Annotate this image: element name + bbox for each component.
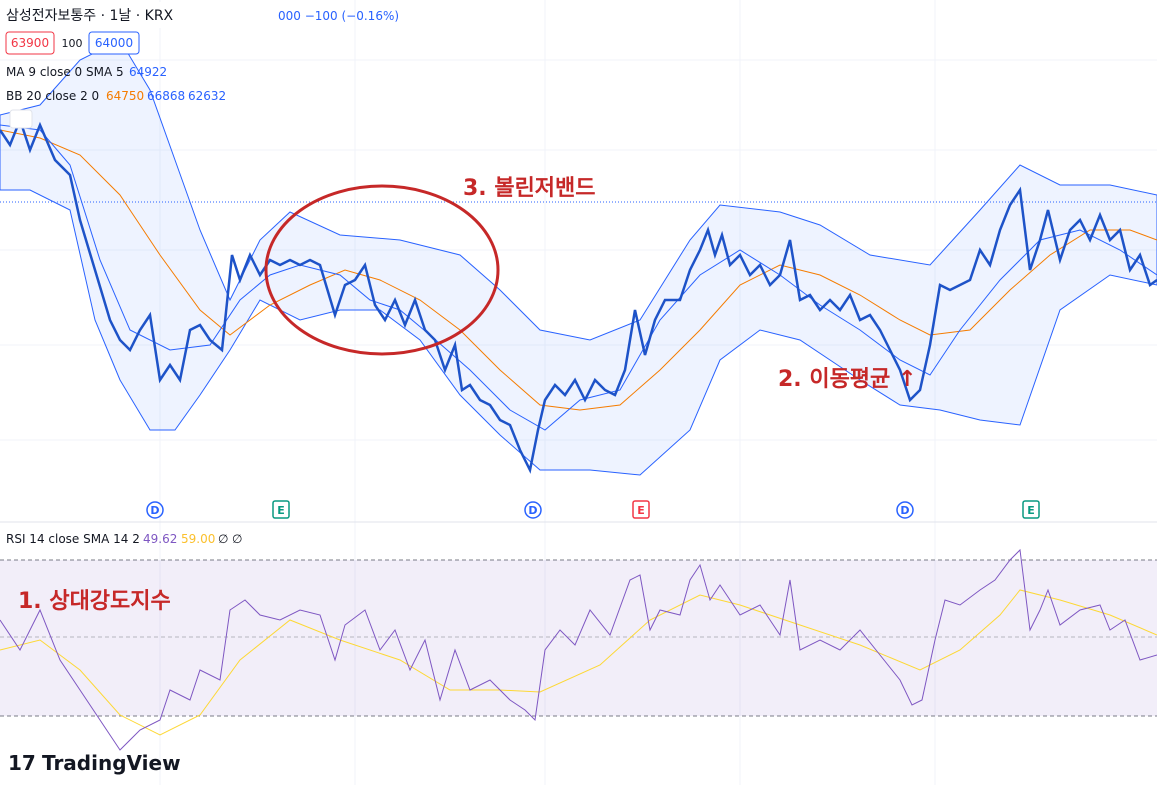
rsi-label: RSI 14 close SMA 14 2: [6, 532, 140, 546]
event-label: E: [277, 504, 285, 517]
bb-basis: [0, 129, 1157, 411]
rsi-sma: [0, 589, 1157, 736]
event-markers: [146, 500, 1040, 519]
highlight-ellipse: [264, 184, 500, 356]
logo[interactable]: TradingView: [42, 751, 181, 775]
rsi-sma-value: 59.00: [181, 532, 215, 546]
ask[interactable]: 64000: [95, 36, 133, 50]
event-label: D: [150, 504, 159, 517]
buy-button[interactable]: [88, 31, 140, 55]
bb-label: BB 20 close 2 0: [6, 89, 99, 103]
sell-button[interactable]: [5, 31, 55, 55]
event-label: E: [637, 504, 645, 517]
rsi-extra: ∅: [218, 532, 228, 546]
price-change: 000 −100 (−0.16%): [278, 9, 399, 23]
spread: 100: [62, 37, 83, 50]
ma-value: 64922: [129, 65, 167, 79]
rsi-extra: ∅: [232, 532, 242, 546]
bollinger-band: [0, 39, 1157, 476]
annotation: 3. 볼린저밴드: [463, 176, 596, 201]
event-label: D: [900, 504, 909, 517]
ma-line: [0, 124, 1157, 431]
rsi-value: 49.62: [143, 532, 177, 546]
rsi-line: [0, 548, 1157, 751]
bb-basis-value: 64750: [106, 89, 144, 103]
bid[interactable]: 63900: [11, 36, 49, 50]
ma-label: MA 9 close 0 SMA 5: [6, 65, 124, 79]
bb-upper-value: 66868: [147, 89, 185, 103]
annotation: 2. 이동평균 ↑: [778, 367, 916, 392]
collapse-button[interactable]: [9, 109, 33, 129]
header-bg: [0, 2, 278, 28]
event-label: D: [528, 504, 537, 517]
rsi-levels: [0, 559, 1157, 717]
price-line-series: [0, 116, 1157, 474]
event-label: E: [1027, 504, 1035, 517]
logo-mark: 17: [8, 751, 36, 775]
symbol-title[interactable]: 삼성전자보통주 · 1날 · KRX: [6, 8, 174, 24]
bb-lower-value: 62632: [188, 89, 226, 103]
annotation: 1. 상대강도지수: [18, 589, 171, 614]
